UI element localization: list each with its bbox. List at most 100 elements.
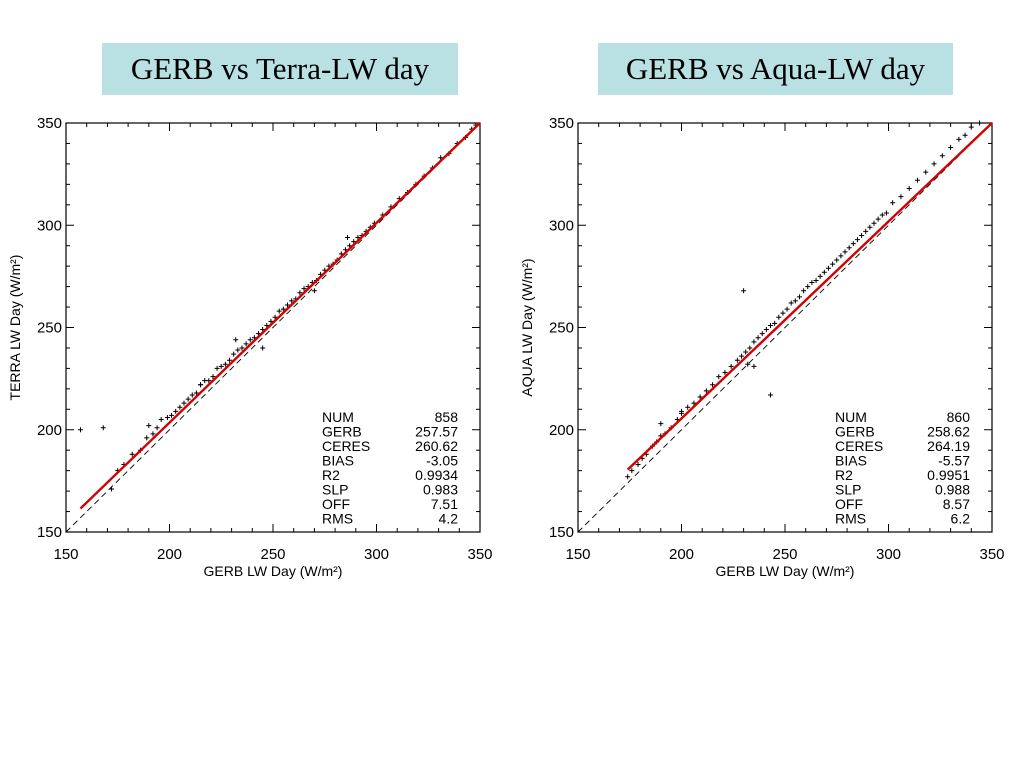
- terra-data-point: [284, 302, 290, 308]
- terra-x-tick-label: 250: [260, 546, 285, 563]
- aqua-stat-value: 8.57: [943, 496, 970, 512]
- aqua-data-point: [722, 369, 728, 375]
- aqua-stat-value: 258.62: [927, 424, 970, 440]
- terra-data-point: [206, 378, 212, 384]
- aqua-stat-value: -5.57: [938, 453, 970, 469]
- terra-data-point: [154, 425, 160, 431]
- terra-data-point: [345, 235, 351, 241]
- aqua-x-axis-label: GERB LW Day (W/m²): [716, 563, 855, 579]
- aqua-data-point: [751, 363, 757, 369]
- aqua-data-point: [962, 132, 968, 138]
- aqua-data-point: [792, 298, 798, 304]
- aqua-x-tick-label: 350: [979, 546, 1004, 563]
- terra-data-point: [218, 363, 224, 369]
- aqua-data-point: [923, 169, 929, 175]
- terra-data-point: [129, 451, 135, 457]
- aqua-y-tick-label: 150: [549, 524, 574, 541]
- terra-data-point: [144, 435, 150, 441]
- aqua-data-point: [883, 210, 889, 216]
- aqua-data-point: [879, 212, 885, 218]
- terra-stat-label: GERB: [322, 424, 362, 440]
- terra-data-point: [193, 390, 199, 396]
- aqua-data-point: [838, 253, 844, 259]
- aqua-data-point: [768, 322, 774, 328]
- aqua-data-point: [679, 408, 684, 414]
- aqua-data-point: [871, 220, 877, 226]
- aqua-stat-value: 6.2: [951, 511, 971, 527]
- terra-data-point: [177, 404, 183, 410]
- aqua-data-point: [747, 345, 753, 351]
- aqua-y-tick-label: 350: [549, 115, 574, 132]
- terra-stat-value: 257.57: [415, 424, 458, 440]
- aqua-data-point: [710, 382, 716, 388]
- aqua-stat-value: 264.19: [927, 438, 970, 454]
- terra-data-point: [272, 314, 278, 320]
- terra-stat-value: 7.51: [431, 496, 458, 512]
- aqua-data-point: [788, 300, 794, 306]
- aqua-data-point: [685, 404, 691, 410]
- terra-data-point: [276, 308, 282, 314]
- aqua-data-point: [776, 314, 782, 320]
- terra-data-point: [239, 345, 245, 351]
- aqua-y-tick-label: 300: [549, 217, 574, 234]
- terra-data-point: [243, 341, 249, 347]
- terra-stat-label: RMS: [322, 511, 353, 527]
- aqua-stat-value: 0.988: [935, 482, 970, 498]
- terra-data-point: [164, 414, 170, 420]
- aqua-data-point: [817, 273, 823, 279]
- terra-y-tick-label: 250: [37, 320, 62, 337]
- aqua-stat-label: RMS: [835, 511, 866, 527]
- aqua-data-point: [741, 288, 747, 294]
- aqua-data-point: [931, 161, 937, 167]
- aqua-data-point: [768, 392, 774, 398]
- aqua-data-point: [906, 185, 912, 191]
- aqua-data-point: [745, 361, 751, 367]
- terra-data-point: [150, 431, 156, 437]
- terra-data-point: [100, 425, 106, 431]
- aqua-data-point: [898, 194, 904, 200]
- aqua-data-point: [939, 153, 945, 159]
- terra-data-point: [181, 400, 187, 406]
- aqua-data-point: [629, 468, 635, 474]
- terra-x-axis-label: GERB LW Day (W/m²): [204, 563, 343, 579]
- aqua-data-point: [658, 421, 664, 427]
- aqua-data-point: [968, 124, 974, 130]
- aqua-data-point: [813, 277, 819, 283]
- aqua-stat-label: R2: [835, 467, 853, 483]
- aqua-data-point: [850, 241, 856, 247]
- aqua-x-tick-label: 200: [669, 546, 694, 563]
- aqua-data-point: [890, 200, 896, 206]
- terra-data-point: [189, 392, 195, 398]
- terra-stat-value: 0.983: [423, 482, 458, 498]
- aqua-x-tick-label: 300: [876, 546, 901, 563]
- aqua-data-point: [784, 306, 790, 312]
- aqua-y-tick-label: 200: [549, 422, 574, 439]
- terra-stat-value: 4.2: [439, 511, 459, 527]
- terra-y-tick-label: 350: [37, 115, 62, 132]
- aqua-data-point: [734, 357, 740, 363]
- aqua-data-point: [948, 145, 954, 151]
- terra-data-point: [146, 423, 152, 429]
- aqua-stat-label: BIAS: [835, 453, 867, 469]
- terra-data-point: [280, 306, 286, 312]
- terra-x-tick-label: 350: [467, 546, 492, 563]
- aqua-data-point: [821, 269, 827, 275]
- terra-data-point: [231, 351, 237, 357]
- terra-data-point: [235, 347, 241, 353]
- terra-data-point: [297, 290, 303, 296]
- aqua-x-tick-label: 250: [772, 546, 797, 563]
- terra-x-tick-label: 300: [364, 546, 389, 563]
- aqua-data-point: [763, 327, 769, 333]
- aqua-data-point: [743, 349, 749, 355]
- aqua-stat-value: 860: [947, 409, 971, 425]
- aqua-stat-label: CERES: [835, 438, 883, 454]
- terra-data-point: [222, 361, 228, 367]
- terra-data-point: [185, 396, 191, 402]
- terra-stat-label: SLP: [322, 482, 348, 498]
- terra-x-tick-label: 200: [157, 546, 182, 563]
- terra-stat-value: 260.62: [415, 438, 458, 454]
- terra-stat-label: OFF: [322, 496, 350, 512]
- aqua-data-point: [914, 177, 920, 183]
- terra-stat-label: BIAS: [322, 453, 354, 469]
